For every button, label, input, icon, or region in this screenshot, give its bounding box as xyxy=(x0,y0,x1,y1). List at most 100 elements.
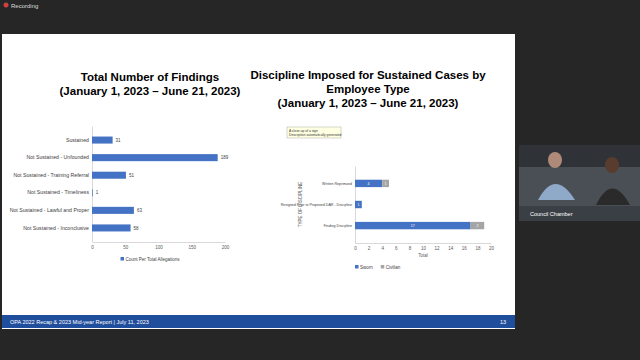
x-tick-label: 50 xyxy=(123,245,129,250)
data-label: 189 xyxy=(221,155,229,160)
slide-footer-band xyxy=(2,315,515,328)
bar xyxy=(92,172,126,179)
annotation-text: A close-up of a sign xyxy=(289,129,318,133)
x-tick-label: 12 xyxy=(435,246,441,251)
y-tick: Not Sustained - Unfounded xyxy=(26,154,92,160)
x-axis: 0 50 100 150 200 xyxy=(91,242,230,250)
bar xyxy=(92,154,218,161)
x-tick: 12 xyxy=(435,243,441,251)
data-labels: 31 189 51 1 63 58 xyxy=(96,138,229,231)
chart: Total Number of Findings(January 1, 2023… xyxy=(10,71,241,262)
x-tick-label: 10 xyxy=(421,246,427,251)
data-label: 1 xyxy=(385,182,387,186)
x-tick: 0 xyxy=(91,242,94,250)
video-tile xyxy=(519,145,640,221)
video-label: Council Chamber xyxy=(530,211,573,217)
bar xyxy=(355,180,382,187)
annotation-text: Description automatically generated xyxy=(289,133,342,137)
y-tick: Not Sustained - Inconclusive xyxy=(23,225,92,231)
data-labels: 411712 xyxy=(357,182,478,228)
x-tick-label: 8 xyxy=(409,246,412,251)
bar xyxy=(471,222,485,229)
data-label: 2 xyxy=(476,224,478,228)
video-person xyxy=(538,184,575,200)
y-tick-label: Not Sustained - Lawful and Proper xyxy=(10,207,90,213)
data-label: 17 xyxy=(411,224,415,228)
y-tick-label: Sustained xyxy=(66,137,89,143)
x-tick: 14 xyxy=(448,243,454,251)
legend-swatch xyxy=(121,257,125,261)
x-tick: 0 xyxy=(354,243,357,251)
y-tick: Not Sustained - Lawful and Proper xyxy=(10,207,92,213)
x-tick-label: 0 xyxy=(354,246,357,251)
chart-title-line: Employee Type xyxy=(326,83,410,95)
y-tick: Not Sustained - Timeliness xyxy=(27,189,92,195)
video-desk xyxy=(519,206,640,221)
data-label: 63 xyxy=(137,208,143,213)
y-tick: Not Sustained - Training Referral xyxy=(13,172,92,178)
g: Sworn Civilian xyxy=(355,265,401,270)
x-tick-label: 16 xyxy=(462,246,468,251)
legend-label: Count Per Total Allegations xyxy=(126,257,181,262)
slide-footer: OPA 2022 Recap & 2023 Mid-year Report | … xyxy=(10,319,149,325)
y-tick-label: Not Sustained - Training Referral xyxy=(13,172,89,178)
g: Count Per Total Allegations xyxy=(121,257,181,262)
x-tick: 150 xyxy=(188,242,196,250)
chart-subtitle: (January 1, 2023 – June 21, 2023) xyxy=(278,97,459,109)
plot-area xyxy=(355,180,484,230)
x-tick: 18 xyxy=(475,243,481,251)
legend-item: Sworn xyxy=(355,265,373,270)
y-tick-label: Finding Discipline xyxy=(324,224,352,228)
bar xyxy=(92,207,134,214)
x-axis: 0 2 4 6 8 10 12 14 16 18 20 xyxy=(354,243,494,251)
x-tick: 10 xyxy=(421,243,427,251)
bar xyxy=(92,189,93,196)
bar xyxy=(355,201,362,208)
data-label: 51 xyxy=(129,173,135,178)
legend-label: Civilian xyxy=(386,265,401,270)
x-tick: 20 xyxy=(489,243,495,251)
data-label: 4 xyxy=(368,182,370,186)
bar xyxy=(92,137,113,144)
x-tick-label: 100 xyxy=(155,245,163,250)
x-tick: 4 xyxy=(381,243,384,251)
screen: RecordingOPA 2022 Recap & 2023 Mid-year … xyxy=(0,0,640,360)
y-axis: Sustained Not Sustained - Unfounded Not Su… xyxy=(10,127,93,243)
annotation: A close-up of a signDescription automati… xyxy=(287,127,342,138)
y-tick-label: Not Sustained - Unfounded xyxy=(26,154,89,160)
x-tick-label: 2 xyxy=(368,246,371,251)
video-backdrop xyxy=(519,145,640,167)
video-person xyxy=(596,189,630,206)
x-tick: 2 xyxy=(368,243,371,251)
x-tick: 200 xyxy=(222,242,230,250)
x-tick-label: 6 xyxy=(395,246,398,251)
x-tick-label: 0 xyxy=(91,245,94,250)
x-tick-label: 20 xyxy=(489,246,495,251)
y-tick-label: Resigned Prior to Proposed DAR - Discipl… xyxy=(281,203,352,207)
x-axis-line xyxy=(93,242,226,243)
data-label: 58 xyxy=(134,226,140,231)
x-axis-title: Total xyxy=(418,253,428,258)
plot-area xyxy=(92,137,218,232)
slide xyxy=(2,34,515,329)
legend: Count Per Total Allegations xyxy=(121,257,181,262)
legend-label: Sworn xyxy=(360,265,373,270)
x-tick-label: 4 xyxy=(381,246,384,251)
bar xyxy=(382,180,389,187)
x-tick: 8 xyxy=(409,243,412,251)
y-tick-label: Not Sustained - Timeliness xyxy=(27,189,89,195)
y-tick: Resigned Prior to Proposed DAR - Discipl… xyxy=(281,203,355,207)
legend-swatch xyxy=(355,265,359,269)
y-tick-label: Written Reprimand xyxy=(322,182,352,186)
chart: Discipline Imposed for Sustained Cases b… xyxy=(250,69,494,270)
y-tick: Sustained xyxy=(66,137,92,143)
bar xyxy=(355,222,471,229)
x-tick-label: 18 xyxy=(475,246,481,251)
x-tick-label: 200 xyxy=(222,245,230,250)
legend-item: Count Per Total Allegations xyxy=(121,257,181,262)
data-label: 31 xyxy=(116,138,122,143)
data-label: 1 xyxy=(96,190,99,195)
x-tick-label: 14 xyxy=(448,246,454,251)
x-tick: 16 xyxy=(462,243,468,251)
video-person xyxy=(548,152,562,168)
